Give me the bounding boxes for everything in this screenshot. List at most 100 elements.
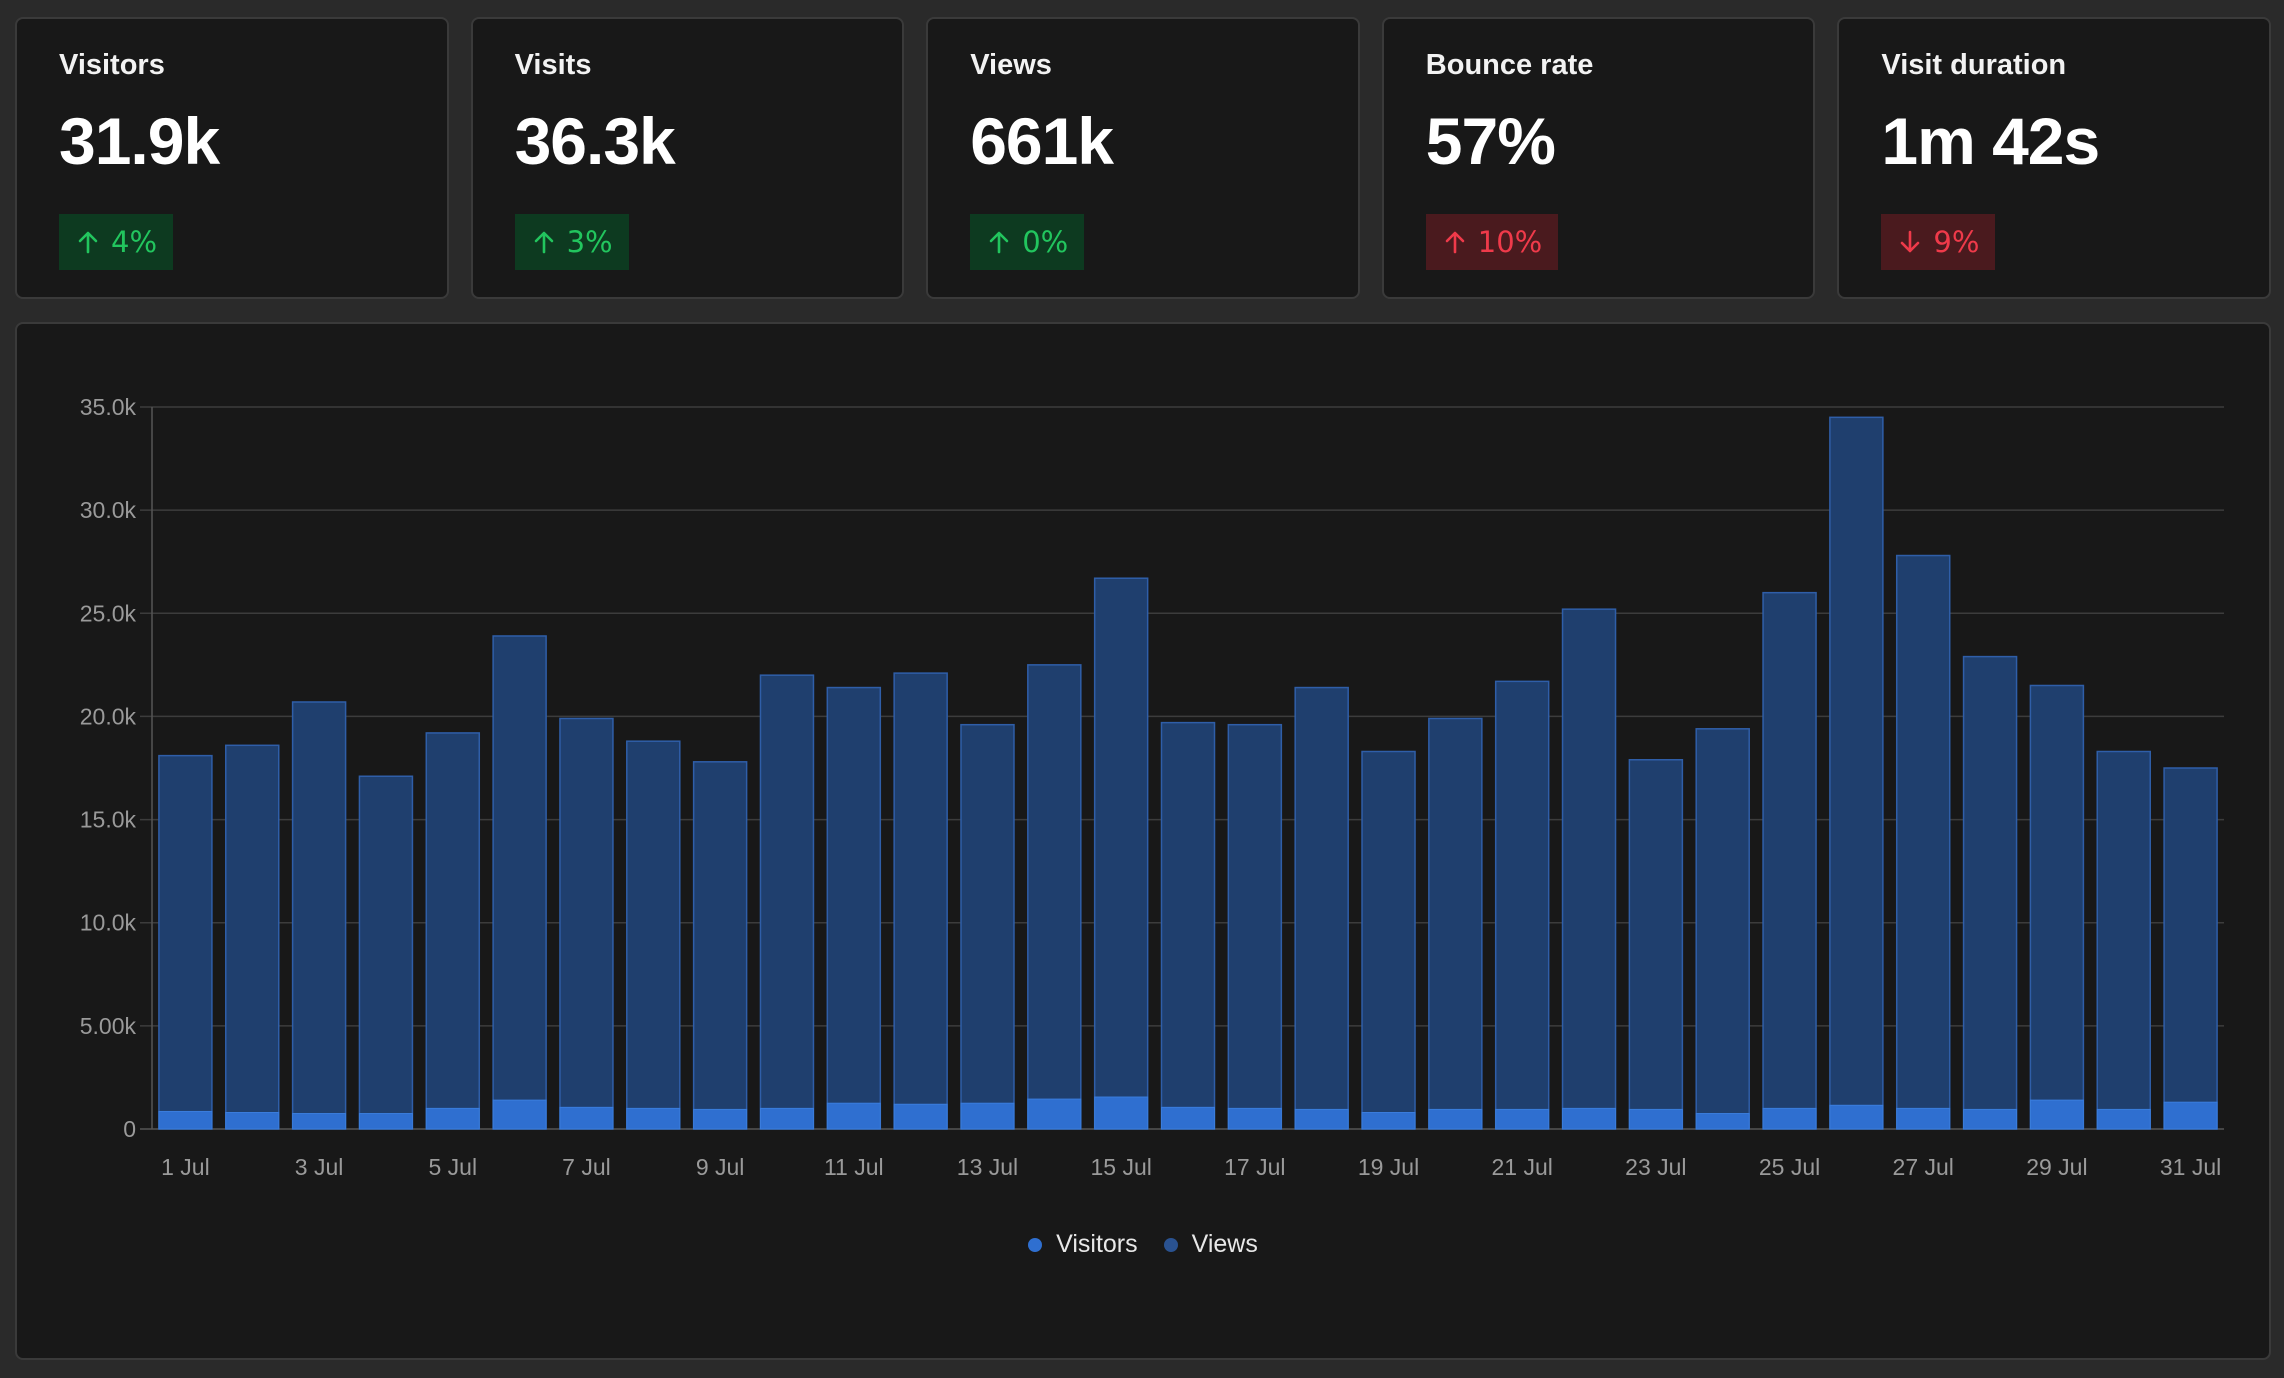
bar-visitors — [559, 1106, 614, 1130]
bar-visitors — [2163, 1101, 2218, 1130]
bar-views — [158, 754, 213, 1130]
bar-visitors — [1294, 1108, 1349, 1130]
bar-visitors — [1361, 1111, 1416, 1130]
bar-views — [2029, 684, 2085, 1130]
metric-value: 661k — [970, 104, 1114, 178]
change-value: 0% — [1022, 225, 1069, 259]
bar-visitors — [158, 1110, 213, 1130]
bar-views — [960, 723, 1015, 1130]
bar-views — [692, 761, 748, 1130]
metric-value: 57% — [1425, 104, 1556, 178]
metric-card-views[interactable]: Views 661k 0% — [926, 17, 1360, 299]
bar-views — [1962, 655, 2018, 1130]
metric-label: Visitors — [59, 49, 165, 81]
bar-chart: 0 5.00k 10.0k 15.0k 20.0k 25.0k 30.0k 35.0k 1 Ju… — [80, 394, 2224, 1180]
x-tick-label: 21 Jul — [1492, 1154, 1553, 1180]
bar-views — [291, 701, 347, 1130]
bar-views — [1227, 723, 1283, 1130]
bar-views — [2163, 767, 2218, 1130]
bar-views — [1494, 680, 1550, 1130]
bar-views — [1762, 591, 1817, 1130]
bar-visitors — [425, 1107, 480, 1130]
chart-legend: Visitors Views — [17, 1230, 2269, 1259]
change-badge: 0% — [970, 214, 1085, 270]
bar-views — [826, 686, 882, 1130]
arrow-up-icon — [988, 230, 1010, 254]
bar-views — [425, 732, 481, 1130]
x-tick-label: 9 Jul — [696, 1154, 745, 1180]
y-tick-label: 10.0k — [80, 910, 137, 936]
metric-value: 31.9k — [59, 104, 220, 178]
bar-visitors — [492, 1099, 547, 1130]
x-tick-label: 11 Jul — [824, 1154, 884, 1180]
y-tick-label: 5.00k — [80, 1013, 137, 1039]
bar-views — [1561, 608, 1617, 1130]
bar-views — [626, 740, 681, 1130]
x-tick-label: 29 Jul — [2026, 1154, 2087, 1180]
bar-views — [1428, 717, 1483, 1130]
bar-views — [225, 744, 280, 1130]
bar-visitors — [2029, 1099, 2084, 1130]
bar-views — [492, 635, 547, 1130]
x-tick-label: 23 Jul — [1625, 1154, 1686, 1180]
bar-views — [358, 775, 414, 1130]
bar-views — [1895, 554, 1951, 1130]
x-tick-label: 15 Jul — [1090, 1154, 1151, 1180]
metric-label: Visit duration — [1881, 49, 2067, 81]
metric-card-visits[interactable]: Visits 36.3k 3% — [470, 17, 905, 299]
bar-views — [1361, 750, 1416, 1130]
metric-card-bounce-rate[interactable]: Bounce rate 57% 10% — [1381, 17, 1816, 299]
bar-visitors — [1829, 1104, 1884, 1130]
bar-views — [2096, 750, 2151, 1130]
bar-visitors — [1495, 1108, 1550, 1130]
y-tick-label: 15.0k — [80, 807, 137, 833]
legend-dot-views — [1163, 1237, 1178, 1252]
bar-visitors — [1094, 1096, 1149, 1130]
bar-views — [1093, 577, 1149, 1130]
change-value: 3% — [566, 225, 613, 259]
metric-cards: Visitors 31.9k 4% Visits 36.3k 3% Views … — [15, 17, 2271, 299]
bar-visitors — [1896, 1107, 1951, 1130]
change-value: 4% — [111, 225, 158, 259]
metric-label: Views — [970, 49, 1052, 81]
bar-visitors — [626, 1107, 681, 1130]
y-tick-label: 0 — [123, 1116, 136, 1142]
bar-views — [1695, 728, 1750, 1130]
change-badge: 10% — [1425, 214, 1559, 270]
bar-visitors — [1227, 1107, 1282, 1130]
bar-views — [759, 674, 815, 1130]
bar-visitors — [1762, 1107, 1817, 1130]
change-badge: 4% — [59, 214, 174, 270]
metric-card-visit-duration[interactable]: Visit duration 1m 42s 9% — [1837, 17, 2271, 299]
bar-views — [1160, 721, 1216, 1130]
change-value: 9% — [1933, 225, 1980, 259]
bar-visitors — [225, 1111, 280, 1130]
legend-dot-visitors — [1028, 1237, 1043, 1252]
arrow-up-icon — [533, 230, 555, 254]
chart-panel: 0 5.00k 10.0k 15.0k 20.0k 25.0k 30.0k 35.0k 1 Ju… — [15, 322, 2271, 1360]
legend-item-visitors[interactable]: Visitors — [1028, 1230, 1138, 1259]
bar-visitors — [1695, 1113, 1750, 1130]
x-tick-label: 31 Jul — [2160, 1154, 2221, 1180]
bar-visitors — [826, 1102, 881, 1130]
x-tick-label: 3 Jul — [295, 1154, 344, 1180]
bar-visitors — [1562, 1107, 1617, 1130]
x-tick-label: 17 Jul — [1224, 1154, 1285, 1180]
bar-visitors — [1161, 1106, 1215, 1130]
bar-visitors — [693, 1108, 748, 1130]
x-tick-label: 27 Jul — [1893, 1154, 1954, 1180]
arrow-up-icon — [1444, 230, 1466, 254]
arrow-down-icon — [1899, 230, 1921, 254]
bar-visitors — [1628, 1108, 1683, 1130]
bar-visitors — [1963, 1108, 2018, 1130]
bar-views — [1829, 416, 1884, 1130]
x-tick-label: 1 Jul — [161, 1154, 210, 1180]
legend-label: Visitors — [1056, 1230, 1138, 1258]
y-tick-label: 20.0k — [80, 703, 137, 729]
bar-visitors — [893, 1103, 948, 1130]
metric-value: 1m 42s — [1881, 104, 2100, 178]
y-tick-label: 30.0k — [80, 497, 137, 523]
legend-item-views[interactable]: Views — [1163, 1230, 1258, 1259]
metric-card-visitors[interactable]: Visitors 31.9k 4% — [15, 17, 449, 299]
y-tick-label: 35.0k — [80, 394, 137, 420]
